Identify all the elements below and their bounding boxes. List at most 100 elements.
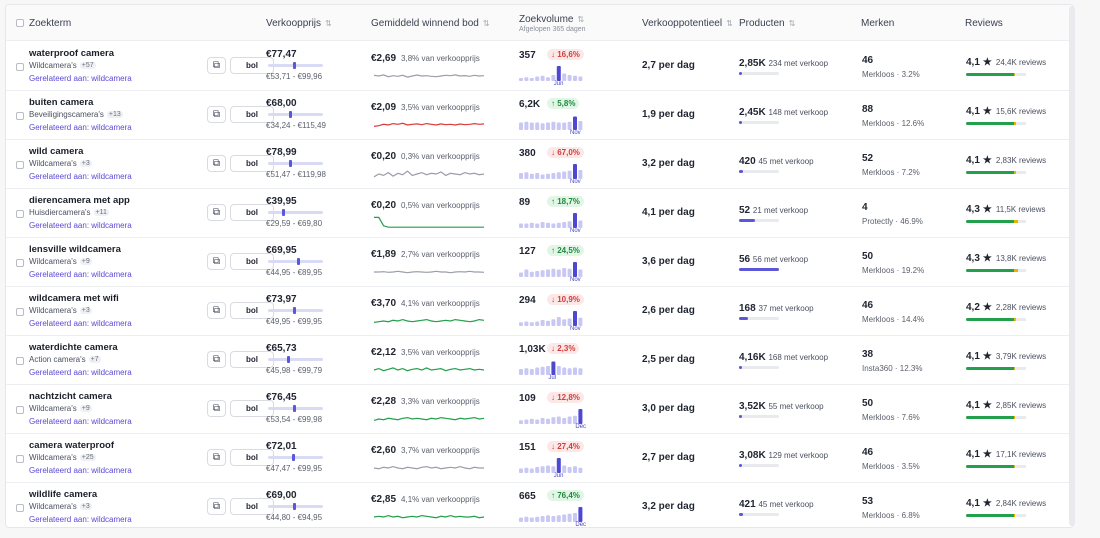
volume-bar — [578, 467, 583, 473]
bid-line: €0,20 0,3% van verkoopprijs — [371, 151, 480, 162]
bol-button[interactable]: bol — [230, 400, 274, 417]
external-link-button[interactable]: ⧉ — [207, 498, 226, 515]
header-bid[interactable]: Gemiddeld winnend bod ⇅ — [371, 5, 490, 41]
bol-button[interactable]: bol — [230, 302, 274, 319]
row-checkbox[interactable] — [16, 406, 24, 414]
price-marker — [297, 258, 300, 265]
external-link-button[interactable]: ⧉ — [207, 253, 226, 270]
volume-bar — [556, 458, 561, 473]
external-link-button[interactable]: ⧉ — [207, 400, 226, 417]
volume-bar — [578, 317, 583, 326]
rating: 4,1 ★ 24,4K reviews — [966, 57, 1046, 68]
header-reviews[interactable]: Reviews — [965, 5, 1003, 41]
rating: 4,3 ★ 13,8K reviews — [966, 253, 1046, 264]
keyword-term[interactable]: buiten camera — [29, 97, 94, 108]
row-checkbox[interactable] — [16, 455, 24, 463]
bid-line: €2,60 3,7% van verkoopprijs — [371, 445, 480, 456]
external-link-button[interactable]: ⧉ — [207, 57, 226, 74]
volume-change: 16,6% — [557, 50, 580, 59]
volume-bar — [562, 367, 567, 375]
keyword-term[interactable]: wildlife camera — [29, 489, 98, 500]
keyword-term[interactable]: lensville wildcamera — [29, 244, 121, 255]
volume-bar — [556, 66, 561, 81]
peak-month: Jul — [548, 375, 557, 381]
volume-value: 665 — [519, 491, 536, 502]
related-link[interactable]: Gerelateerd aan: wildcamera — [29, 319, 132, 328]
keyword-term[interactable]: wild camera — [29, 146, 84, 157]
header-bid-label: Gemiddeld winnend bod — [371, 17, 479, 29]
sales-potential: 3,0 per dag — [642, 403, 695, 414]
header-brands[interactable]: Merken — [861, 5, 894, 41]
external-link-button[interactable]: ⧉ — [207, 155, 226, 172]
related-link[interactable]: Gerelateerd aan: wildcamera — [29, 221, 132, 230]
bid-sparkline — [373, 416, 485, 421]
header-volume[interactable]: Zoekvolume ⇅ Afgelopen 365 dagen — [519, 5, 586, 41]
row-checkbox[interactable] — [16, 308, 24, 316]
volume-bar — [567, 121, 572, 130]
row-checkbox[interactable] — [16, 259, 24, 267]
peak-month: Nov — [570, 130, 581, 136]
bid-line: €1,89 2,7% van verkoopprijs — [371, 249, 480, 260]
row-checkbox[interactable] — [16, 63, 24, 71]
price-marker — [293, 405, 296, 412]
related-link[interactable]: Gerelateerd aan: wildcamera — [29, 417, 132, 426]
keyword-term[interactable]: wildcamera met wifi — [29, 293, 119, 304]
scrollbar[interactable] — [1069, 6, 1075, 526]
related-link[interactable]: Gerelateerd aan: wildcamera — [29, 270, 132, 279]
keyword-term[interactable]: dierencamera met app — [29, 195, 130, 206]
row-checkbox[interactable] — [16, 357, 24, 365]
header-products[interactable]: Producten ⇅ — [739, 5, 795, 41]
volume-bar — [578, 409, 583, 424]
row-checkbox[interactable] — [16, 112, 24, 120]
external-link-button[interactable]: ⧉ — [207, 106, 226, 123]
related-link[interactable]: Gerelateerd aan: wildcamera — [29, 368, 132, 377]
related-link[interactable]: Gerelateerd aan: wildcamera — [29, 515, 132, 524]
volume-bars — [519, 66, 583, 81]
rating: 4,1 ★ 17,1K reviews — [966, 449, 1046, 460]
row-checkbox[interactable] — [16, 504, 24, 512]
volume-value: 151 — [519, 442, 536, 453]
bol-button[interactable]: bol — [230, 204, 274, 221]
products-track — [739, 464, 779, 467]
volume-bar — [540, 466, 545, 473]
bid-percentage: 2,7% van verkoopprijs — [401, 250, 480, 259]
keyword-term[interactable]: waterproof camera — [29, 48, 115, 59]
header-potential[interactable]: Verkooppotentieel ⇅ — [642, 5, 733, 41]
external-link-button[interactable]: ⧉ — [207, 449, 226, 466]
volume-value: 294 — [519, 295, 536, 306]
header-term[interactable]: Zoekterm — [29, 5, 71, 41]
header-price[interactable]: Verkoopprijs ⇅ — [266, 5, 332, 41]
category-name: Wildcamera's — [29, 404, 77, 413]
row-checkbox[interactable] — [16, 210, 24, 218]
keyword-term[interactable]: waterdichte camera — [29, 342, 118, 353]
related-link[interactable]: Gerelateerd aan: wildcamera — [29, 466, 132, 475]
bol-button[interactable]: bol — [230, 57, 274, 74]
bol-button[interactable]: bol — [230, 449, 274, 466]
volume-bar — [529, 468, 534, 473]
products-fill — [739, 464, 742, 467]
external-link-button[interactable]: ⧉ — [207, 204, 226, 221]
select-all-checkbox[interactable] — [16, 5, 24, 41]
reviews-fill — [1015, 465, 1026, 468]
volume-bar — [519, 468, 523, 473]
keyword-term[interactable]: nachtzicht camera — [29, 391, 112, 402]
header-reviews-label: Reviews — [965, 17, 1003, 29]
row-checkbox[interactable] — [16, 161, 24, 169]
star-icon: ★ — [982, 155, 992, 166]
volume-bar — [578, 368, 583, 375]
external-link-button[interactable]: ⧉ — [207, 351, 226, 368]
volume-bar — [529, 418, 534, 424]
related-link[interactable]: Gerelateerd aan: wildcamera — [29, 123, 132, 132]
peak-month: Jun — [553, 473, 564, 479]
related-link[interactable]: Gerelateerd aan: wildcamera — [29, 74, 132, 83]
volume-bar — [540, 366, 545, 375]
peak-month: Nov — [570, 326, 581, 332]
volume-bar — [524, 321, 529, 326]
sales-potential: 3,6 per dag — [642, 256, 695, 267]
external-link-button[interactable]: ⧉ — [207, 302, 226, 319]
reviews-fill — [1016, 122, 1026, 125]
related-link[interactable]: Gerelateerd aan: wildcamera — [29, 172, 132, 181]
volume-change: 27,4% — [557, 442, 580, 451]
keyword-term[interactable]: camera waterproof — [29, 440, 115, 451]
volume-bar — [578, 220, 583, 228]
